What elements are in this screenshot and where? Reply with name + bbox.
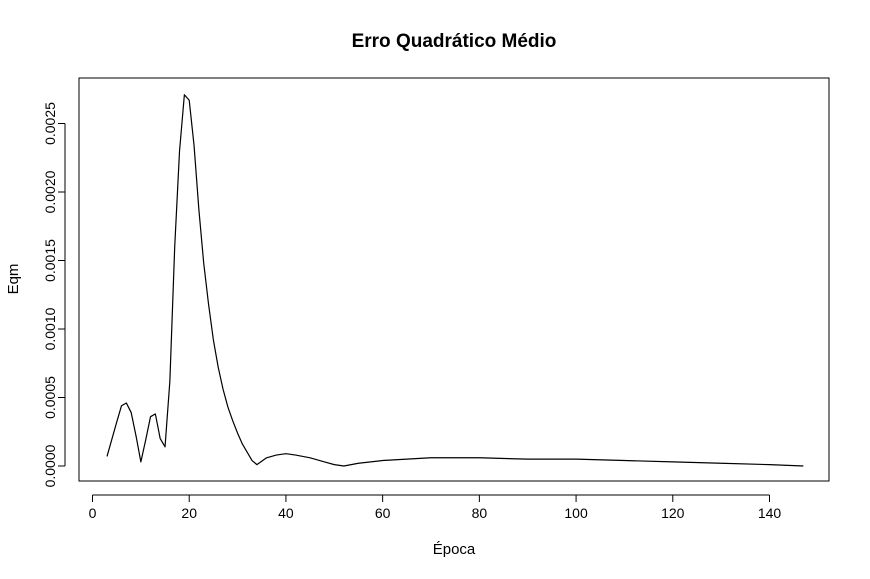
y-tick-label: 0.0015 xyxy=(42,239,58,282)
x-tick-label: 80 xyxy=(472,505,488,521)
y-tick-label: 0.0010 xyxy=(42,307,58,350)
x-axis: 0 20 40 60 80 100 120 140 xyxy=(89,494,782,521)
x-tick-label: 100 xyxy=(564,505,588,521)
x-axis-label: Época xyxy=(433,541,476,558)
x-tick-label: 20 xyxy=(181,505,197,521)
x-tick-label: 60 xyxy=(375,505,391,521)
series-layer xyxy=(106,94,804,467)
x-tick-label: 120 xyxy=(661,505,685,521)
plot-frame xyxy=(78,77,830,482)
y-tick-label: 0.0005 xyxy=(42,376,58,419)
y-tick-label: 0.0000 xyxy=(42,444,58,487)
x-tick-label: 0 xyxy=(89,505,97,521)
x-tick-label: 40 xyxy=(278,505,294,521)
x-tick-label: 140 xyxy=(758,505,782,521)
chart-title: Erro Quadrático Médio xyxy=(352,31,557,52)
y-tick-label: 0.0025 xyxy=(42,102,58,145)
series-line-1 xyxy=(106,94,804,467)
y-axis: 0.0000 0.0005 0.0010 0.0015 0.0020 0.0025 xyxy=(42,102,66,487)
y-axis-label: Eqm xyxy=(5,264,22,295)
y-tick-label: 0.0020 xyxy=(42,170,58,213)
